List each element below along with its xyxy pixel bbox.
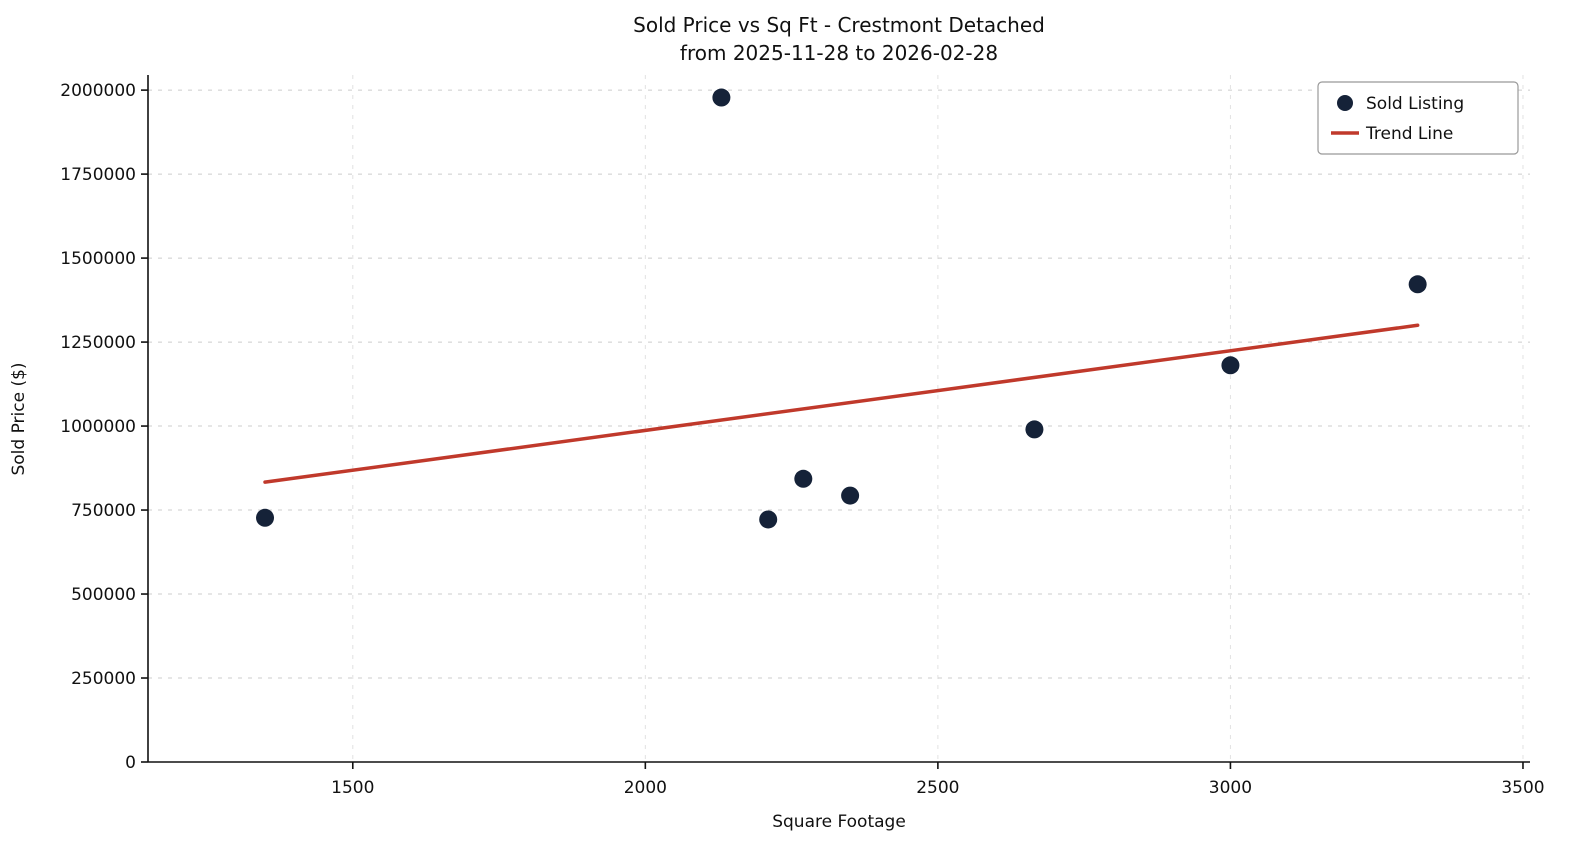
x-tick-label: 2000 <box>624 778 667 798</box>
legend-box <box>1317 81 1519 155</box>
scatter-point <box>841 486 860 505</box>
y-tick-label: 2000000 <box>60 81 136 101</box>
legend-label-sold-listing: Sold Listing <box>1366 94 1464 114</box>
trend-line <box>263 323 1420 484</box>
y-tick-label: 250000 <box>71 669 136 689</box>
scatter-point <box>1408 275 1427 294</box>
x-tick-label: 3000 <box>1209 778 1252 798</box>
y-tick-label: 0 <box>125 753 136 773</box>
chart-render-root: 1500 2000 2500 3000 3500 0 250000 500000 750000 1… <box>60 75 1545 798</box>
scatter-point <box>1221 356 1240 375</box>
y-axis-label: Sold Price ($) <box>9 362 29 475</box>
y-tick-label: 750000 <box>71 501 136 521</box>
x-tick-label: 2500 <box>916 778 959 798</box>
scatter-point <box>1025 420 1044 439</box>
chart-title-line1: Sold Price vs Sq Ft - Crestmont Detached <box>633 13 1045 37</box>
x-tick-label: 3500 <box>1501 778 1544 798</box>
legend-marker-sold-listing-icon <box>1337 95 1353 111</box>
scatter-point <box>794 469 813 488</box>
y-tick-label: 1000000 <box>60 417 136 437</box>
y-tick-label: 1250000 <box>60 333 136 353</box>
chart-title-line2: from 2025-11-28 to 2026-02-28 <box>680 41 998 65</box>
scatter-point <box>256 508 275 527</box>
scatter-point <box>759 510 778 529</box>
y-tick-label: 500000 <box>71 585 136 605</box>
scatter-point <box>712 88 731 107</box>
legend-label-trend-line: Trend Line <box>1365 124 1453 144</box>
y-tick-label: 1750000 <box>60 165 136 185</box>
x-tick-label: 1500 <box>331 778 374 798</box>
y-tick-label: 1500000 <box>60 249 136 269</box>
x-axis-label: Square Footage <box>772 812 906 832</box>
